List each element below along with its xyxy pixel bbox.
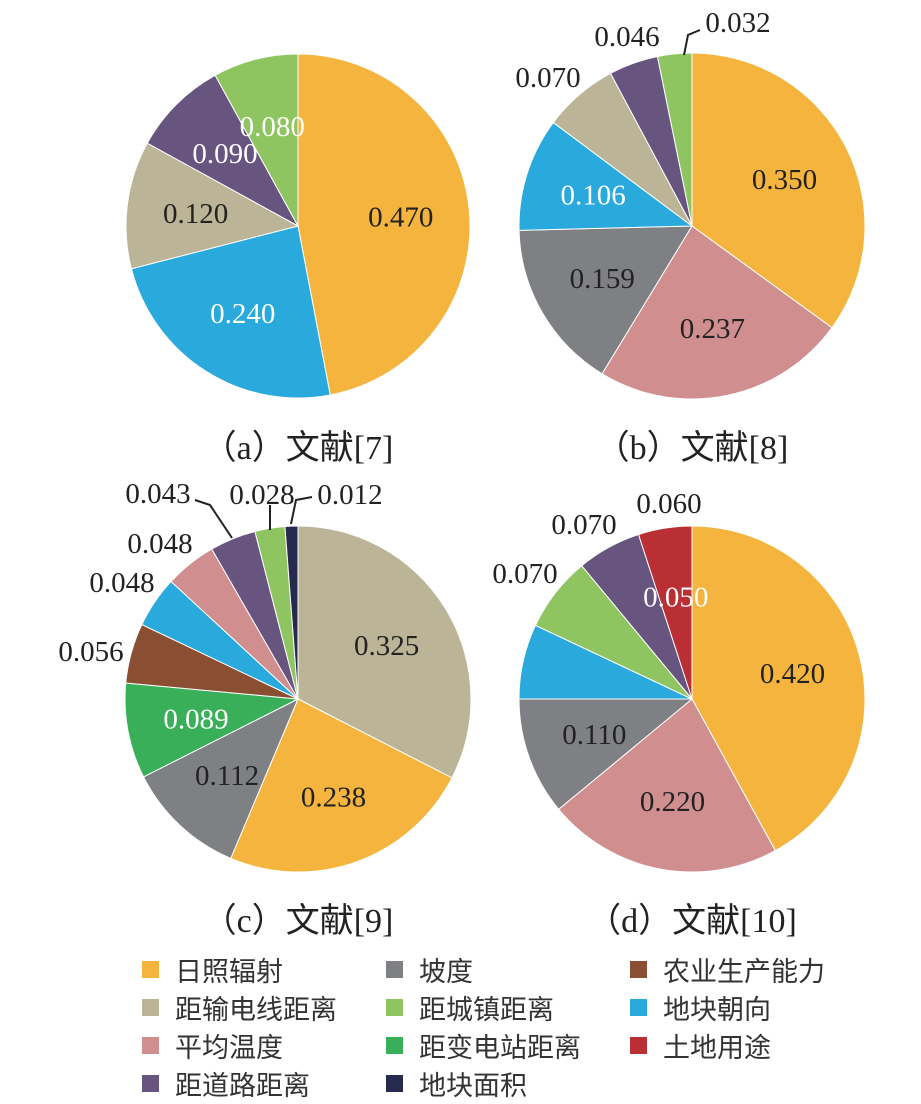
pie-slice <box>637 525 693 700</box>
legend: 日照辐射 距输电线距离 平均温度 距道路距离 坡度 距城镇距离 距变电站距离 <box>0 950 921 1103</box>
slice-value-label: 0.060 <box>636 488 701 520</box>
legend-item-agricultural-capacity: 农业生产能力 <box>630 950 825 989</box>
slice-value-label: 0.056 <box>58 636 123 668</box>
pie-slice <box>297 53 471 396</box>
slice-value-label: 0.048 <box>127 528 192 560</box>
pie-slice <box>297 525 472 779</box>
slice-value-label: 0.350 <box>752 164 817 196</box>
leader-line <box>683 29 701 56</box>
slice-value-label: 0.159 <box>570 263 635 295</box>
legend-item-plot-area: 地块面积 <box>386 1064 527 1103</box>
legend-swatch <box>142 999 159 1016</box>
pie-slice <box>214 53 299 227</box>
legend-swatch <box>386 1075 403 1092</box>
slice-value-label: 0.120 <box>163 198 228 230</box>
legend-label: 坡度 <box>419 957 473 988</box>
legend-label: 距城镇距离 <box>419 995 554 1026</box>
slice-value-label: 0.032 <box>705 7 770 39</box>
slice-value-label: 0.089 <box>163 703 228 735</box>
legend-label: 距变电站距离 <box>419 1033 581 1064</box>
slice-value-label: 0.043 <box>125 478 190 510</box>
pie-slice <box>691 525 866 852</box>
caption-panel-d: （d）文献[10] <box>587 903 797 940</box>
slice-value-label: 0.325 <box>354 630 419 662</box>
slice-value-label: 0.080 <box>240 111 305 143</box>
slice-value-label: 0.238 <box>301 782 366 814</box>
slice-value-label: 0.046 <box>594 21 659 53</box>
slice-value-label: 0.090 <box>192 138 257 170</box>
caption-panel-b: （b）文献[8] <box>595 430 789 467</box>
legend-item-plot-orientation: 地块朝向 <box>630 988 771 1027</box>
pie-slice <box>125 142 300 270</box>
legend-item-slope: 坡度 <box>386 950 473 989</box>
legend-label: 农业生产能力 <box>663 957 825 988</box>
pie-slice <box>518 121 694 231</box>
pie-slice <box>518 698 694 810</box>
slice-value-label: 0.050 <box>643 582 708 614</box>
legend-label: 日照辐射 <box>175 957 283 988</box>
leader-line <box>290 496 313 525</box>
slice-value-label: 0.240 <box>210 298 275 330</box>
legend-item-distance-to-substation: 距变电站距离 <box>386 1026 581 1065</box>
legend-swatch <box>142 1037 159 1054</box>
legend-item-distance-to-power-line: 距输电线距离 <box>142 988 337 1027</box>
pie-slice <box>656 52 693 227</box>
legend-item-land-use: 土地用途 <box>630 1026 771 1065</box>
legend-item-average-temperature: 平均温度 <box>142 1026 283 1065</box>
legend-swatch <box>630 961 647 978</box>
pie-slice <box>142 697 299 860</box>
pie-slice <box>601 225 833 400</box>
pie-slice <box>146 74 300 228</box>
legend-swatch <box>630 999 647 1016</box>
slice-value-label: 0.070 <box>492 558 557 590</box>
slice-value-label: 0.110 <box>562 719 626 751</box>
legend-label: 土地用途 <box>663 1033 771 1064</box>
pie-slice <box>124 682 300 778</box>
slice-value-label: 0.048 <box>89 567 154 599</box>
legend-swatch <box>142 1075 159 1092</box>
legend-swatch <box>386 1037 403 1054</box>
slice-value-label: 0.012 <box>317 479 382 511</box>
pie-slice <box>518 225 693 375</box>
caption-panel-c: （c）文献[9] <box>202 903 394 940</box>
pie-slice <box>691 52 866 329</box>
slice-value-label: 0.237 <box>680 313 745 345</box>
legend-swatch <box>386 999 403 1016</box>
legend-item-distance-to-town: 距城镇距离 <box>386 988 554 1027</box>
legend-swatch <box>142 961 159 978</box>
pie-slice <box>230 698 453 873</box>
legend-label: 地块朝向 <box>663 995 771 1026</box>
slice-value-label: 0.070 <box>551 509 616 541</box>
legend-label: 平均温度 <box>175 1033 283 1064</box>
legend-label: 距输电线距离 <box>175 995 337 1026</box>
slice-value-label: 0.420 <box>760 658 825 690</box>
legend-item-solar-radiation: 日照辐射 <box>142 950 283 989</box>
slice-value-label: 0.112 <box>195 760 259 792</box>
pie-slice <box>284 525 299 700</box>
pie-slice <box>130 225 331 399</box>
slice-value-label: 0.070 <box>515 62 580 94</box>
slice-value-label: 0.028 <box>229 479 294 511</box>
legend-swatch <box>630 1037 647 1054</box>
legend-label: 地块面积 <box>419 1071 527 1102</box>
leader-line <box>194 499 233 539</box>
legend-label: 距道路距离 <box>175 1071 310 1102</box>
slice-value-label: 0.220 <box>640 786 705 818</box>
slice-value-label: 0.106 <box>560 180 625 212</box>
slice-value-label: 0.470 <box>368 201 433 233</box>
legend-swatch <box>386 961 403 978</box>
pie-slice <box>557 698 777 873</box>
legend-item-distance-to-road: 距道路距离 <box>142 1064 310 1103</box>
caption-panel-a: （a）文献[7] <box>202 430 394 467</box>
